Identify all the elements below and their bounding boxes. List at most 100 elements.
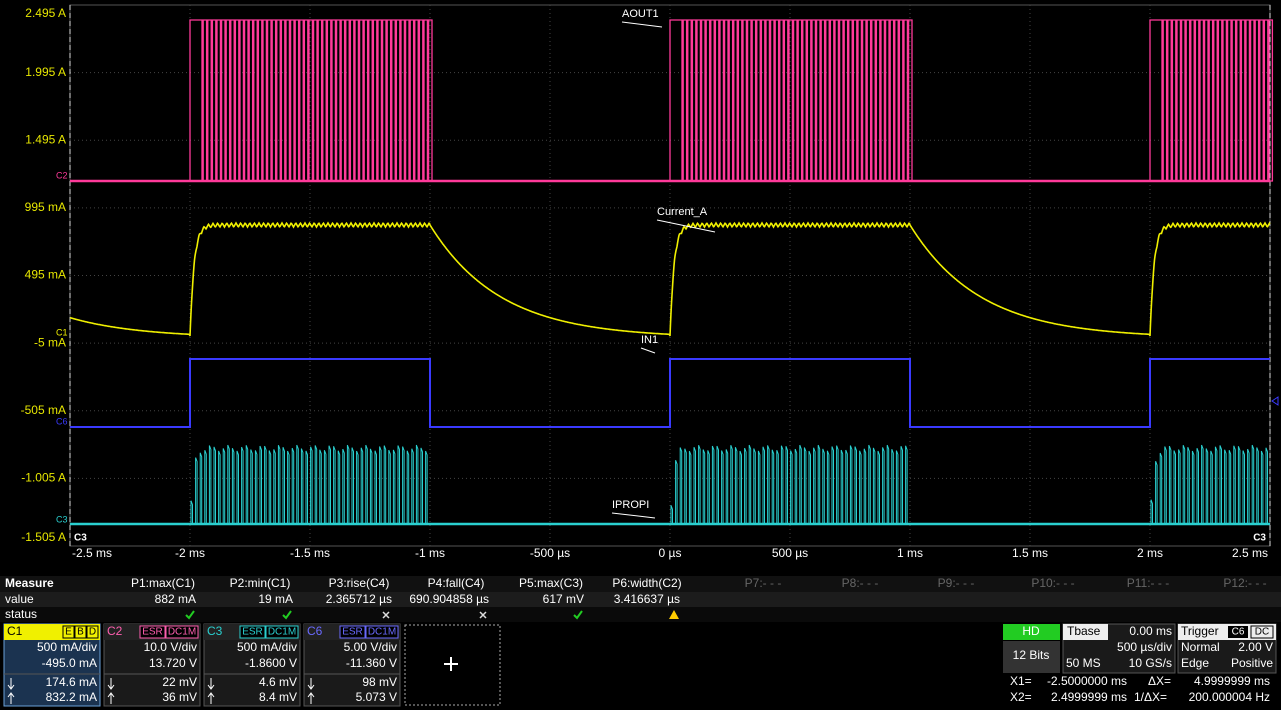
channel-tag: DC1M bbox=[268, 627, 296, 638]
y-axis-label: 2.495 A bbox=[25, 6, 66, 20]
trigger-slope: Positive bbox=[1231, 656, 1273, 670]
measure-value: 617 mV bbox=[543, 592, 584, 606]
channel-offset: 13.720 V bbox=[149, 656, 197, 670]
measure-header: P4:fall(C4) bbox=[428, 576, 485, 590]
x-axis-label: 500 µs bbox=[772, 546, 808, 560]
channel-marker: C6 bbox=[56, 416, 68, 426]
measure-header: P2:min(C1) bbox=[230, 576, 291, 590]
x-axis-label: 0 µs bbox=[659, 546, 682, 560]
corner-marker: C3 bbox=[1253, 533, 1266, 544]
measure-header: P10:- - - bbox=[1031, 576, 1074, 590]
channel-name: C2 bbox=[107, 624, 123, 638]
trigger-level: 2.00 V bbox=[1238, 640, 1273, 654]
cursor-readout: ΔX= bbox=[1148, 674, 1171, 688]
y-axis-label: 495 mA bbox=[25, 268, 66, 282]
channel-tag: ESR bbox=[342, 627, 363, 638]
channel-tag: ESR bbox=[242, 627, 263, 638]
cursor-readout: X2= bbox=[1010, 690, 1032, 704]
x-axis-label: 1 ms bbox=[897, 546, 923, 560]
y-axis-label: 995 mA bbox=[25, 200, 66, 214]
y-axis-label: -5 mA bbox=[34, 335, 66, 349]
channel-name: C6 bbox=[307, 624, 323, 638]
tbase-label: Tbase bbox=[1067, 624, 1101, 638]
y-axis-label: 1.495 A bbox=[25, 132, 66, 146]
row-label: status bbox=[5, 607, 37, 621]
channel-tag: E bbox=[65, 627, 72, 638]
measure-header: P12:- - - bbox=[1223, 576, 1266, 590]
channel-tag: ESR bbox=[142, 627, 163, 638]
trigger-label: Trigger bbox=[1181, 624, 1219, 638]
channel-tag: D bbox=[89, 627, 96, 638]
tbase-delay: 0.00 ms bbox=[1129, 624, 1172, 638]
cursor-value: 832.2 mA bbox=[46, 690, 97, 704]
trace-label: Current_A bbox=[657, 206, 708, 218]
measure-title: Measure bbox=[5, 576, 54, 590]
measure-value: 690.904858 µs bbox=[409, 592, 489, 606]
cursor-value: 8.4 mV bbox=[259, 690, 297, 704]
measure-value: 3.416637 µs bbox=[614, 592, 680, 606]
cursor-value: 22 mV bbox=[162, 675, 197, 689]
cursor-value: 98 mV bbox=[362, 675, 397, 689]
measure-header: P9:- - - bbox=[938, 576, 975, 590]
cursor-value: 5.073 V bbox=[356, 690, 397, 704]
measure-header: P5:max(C3) bbox=[519, 576, 583, 590]
corner-marker: C3 bbox=[74, 533, 87, 544]
cursor-readout: 2.4999999 ms bbox=[1051, 690, 1127, 704]
trace-label: IPROPI bbox=[612, 499, 649, 511]
cursor-value: 174.6 mA bbox=[46, 675, 97, 689]
channel-scale: 500 mA/div bbox=[237, 640, 297, 654]
cursor-readout: X1= bbox=[1010, 674, 1032, 688]
trace-label: AOUT1 bbox=[622, 8, 659, 20]
measure-value: 882 mA bbox=[155, 592, 196, 606]
x-axis-label: -2.5 ms bbox=[72, 546, 112, 560]
cursor-readout: 1/ΔX= bbox=[1134, 690, 1167, 704]
measure-header: P7:- - - bbox=[745, 576, 782, 590]
x-axis-label: 1.5 ms bbox=[1012, 546, 1048, 560]
measure-header: P8:- - - bbox=[842, 576, 879, 590]
y-axis-label: 1.995 A bbox=[25, 65, 66, 79]
x-axis-label: 2 ms bbox=[1137, 546, 1163, 560]
cursor-readout: -2.5000000 ms bbox=[1047, 674, 1127, 688]
cursor-value: 4.6 mV bbox=[259, 675, 297, 689]
row-label: value bbox=[5, 592, 34, 606]
channel-tag: DC1M bbox=[368, 627, 396, 638]
measure-header: P6:width(C2) bbox=[612, 576, 681, 590]
hd-text: HD bbox=[1022, 624, 1040, 638]
x-axis-label: -1 ms bbox=[415, 546, 445, 560]
channel-offset: -495.0 mA bbox=[42, 656, 97, 670]
trigger-mode: Normal bbox=[1181, 640, 1220, 654]
measure-header: P1:max(C1) bbox=[131, 576, 195, 590]
bits-text: 12 Bits bbox=[1013, 648, 1050, 662]
trigger-tag: C6 bbox=[1232, 627, 1245, 638]
x-axis-label: -2 ms bbox=[175, 546, 205, 560]
y-axis-label: -505 mA bbox=[21, 403, 66, 417]
cursor-readout: 4.9999999 ms bbox=[1194, 674, 1270, 688]
channel-scale: 10.0 V/div bbox=[144, 640, 197, 654]
channel-marker: C1 bbox=[56, 327, 68, 337]
trace-label: IN1 bbox=[641, 334, 658, 346]
channel-offset: -1.8600 V bbox=[245, 656, 297, 670]
channel-offset: -11.360 V bbox=[346, 656, 397, 670]
measure-value: 19 mA bbox=[258, 592, 293, 606]
channel-name: C1 bbox=[7, 624, 23, 638]
tbase-rate: 10 GS/s bbox=[1129, 656, 1172, 670]
x-axis-label: 2.5 ms bbox=[1232, 546, 1268, 560]
measure-value: 2.365712 µs bbox=[326, 592, 392, 606]
channel-scale: 500 mA/div bbox=[37, 640, 97, 654]
channel-scale: 5.00 V/div bbox=[344, 640, 397, 654]
channel-marker: C2 bbox=[56, 170, 68, 180]
cursor-readout: 200.000004 Hz bbox=[1189, 690, 1270, 704]
trigger-type: Edge bbox=[1181, 656, 1209, 670]
x-axis-label: -500 µs bbox=[530, 546, 570, 560]
x-axis-label: -1.5 ms bbox=[290, 546, 330, 560]
channel-tag: DC1M bbox=[168, 627, 196, 638]
y-axis-label: -1.005 A bbox=[21, 471, 66, 485]
y-axis-label: -1.505 A bbox=[21, 530, 66, 544]
channel-marker: C3 bbox=[56, 514, 68, 524]
channel-tag: B bbox=[77, 627, 84, 638]
measure-header: P11:- - - bbox=[1127, 576, 1169, 590]
tbase-samples: 50 MS bbox=[1066, 656, 1101, 670]
measure-header: P3:rise(C4) bbox=[329, 576, 390, 590]
tbase-div: 500 µs/div bbox=[1117, 640, 1172, 654]
